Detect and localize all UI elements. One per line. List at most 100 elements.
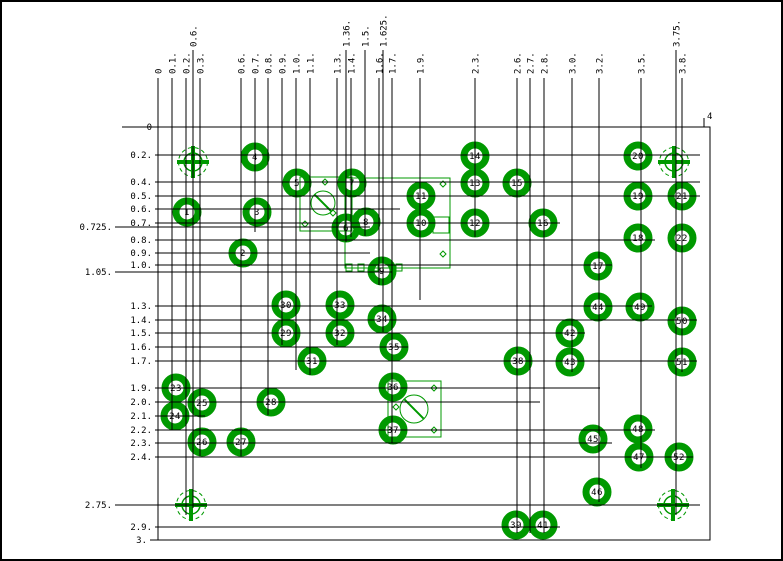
x-dim-label: 3.2.: [596, 52, 606, 74]
hole-number: 24: [169, 412, 181, 422]
hole-number: 50: [676, 317, 688, 327]
y-dim-label: 1.6.: [130, 343, 152, 353]
drill-hole: [623, 223, 653, 253]
hole-number: 31: [306, 357, 318, 367]
y-dim-label: 2.0.: [130, 398, 152, 408]
hole-number: 49: [634, 303, 646, 313]
x-dim-label: 0.1.: [169, 52, 179, 74]
hole-number: 46: [591, 488, 603, 498]
drill-hole: [282, 168, 312, 198]
y-dim-label: 1.9.: [130, 384, 152, 394]
hole-number: 22: [676, 234, 688, 244]
hole-number: 28: [265, 398, 277, 408]
x-dim-label: 1.6.: [376, 52, 386, 74]
hole-number: 27: [235, 438, 247, 448]
hole-number: 30: [280, 301, 292, 311]
y-dim-label: 0: [147, 123, 152, 133]
y-dim-label: 0.5.: [130, 192, 152, 202]
hole-number: 18: [632, 234, 644, 244]
hole-number: 32: [334, 329, 346, 339]
y-dim-label: 0.9.: [130, 249, 152, 259]
x-dim-label: 2.8.: [541, 52, 551, 74]
x-dim-label: 0.9.: [279, 52, 289, 74]
diamond-mark-icon: [329, 209, 337, 217]
hole-number: 48: [632, 425, 644, 435]
hole-number: 9: [379, 267, 385, 277]
x-dim-label: 1.7.: [389, 52, 399, 74]
hole-number: 43: [564, 358, 576, 368]
diamond-mark-icon: [430, 384, 438, 392]
x-dim-label: 0.3.: [197, 52, 207, 74]
hole-number: 44: [592, 303, 604, 313]
y-dim-label: 0.6.: [130, 205, 152, 215]
x-dim-label: 3.8.: [679, 52, 689, 74]
x-dim-label: 3.5.: [638, 52, 648, 74]
drill-hole: [187, 388, 217, 418]
hole-number: 20: [632, 152, 644, 162]
x-dim-label: 1.3.: [334, 52, 344, 74]
drill-hole: [367, 304, 397, 334]
diamond-mark-icon: [321, 178, 329, 186]
drill-hole: [582, 477, 612, 507]
hole-number: 17: [592, 262, 604, 272]
y-dim-label: 3.: [136, 536, 147, 546]
hole-number: 1: [184, 208, 190, 218]
y-dim-label: 1.05.: [85, 268, 112, 278]
drill-hole: [578, 424, 608, 454]
x-dim-label: 3.75.: [673, 20, 683, 47]
hole-number: 39: [510, 521, 522, 531]
hole-number: 11: [415, 192, 427, 202]
y-dim-label: 2.1.: [130, 412, 152, 422]
y-dim-label: 0.725.: [79, 223, 112, 233]
drill-hole: [623, 141, 653, 171]
hole-number: 45: [587, 435, 599, 445]
hole-number: 34: [376, 315, 388, 325]
drill-hole: [583, 292, 613, 322]
drill-hole: [351, 207, 381, 237]
hole-number: 15: [511, 179, 523, 189]
diamond-mark-icon: [439, 250, 447, 258]
x-dim-label: 0.2.: [183, 52, 193, 74]
drill-hole: [528, 510, 558, 540]
x-dim-label: 0.6.: [190, 25, 200, 47]
hole-number: 37: [387, 426, 399, 436]
x-dim-label: 0: [155, 69, 165, 74]
hole-number: 12: [469, 219, 481, 229]
hole-number: 3: [254, 208, 260, 218]
hole-number: 29: [280, 329, 292, 339]
hole-number: 5: [294, 179, 300, 189]
trimmer-screw-icon: [310, 190, 336, 216]
y-dim-label: 2.9.: [130, 523, 152, 533]
hole-number: 38: [512, 357, 524, 367]
y-dim-label: 1.0.: [130, 261, 152, 271]
hole-number: 36: [387, 383, 399, 393]
connector-pad: [357, 263, 365, 272]
y-dim-label: 2.75.: [85, 501, 112, 511]
hole-number: 33: [334, 301, 346, 311]
diamond-mark-icon: [392, 403, 400, 411]
hole-number: 6: [343, 224, 349, 234]
hole-number: 14: [469, 152, 481, 162]
x-dim-label: 2.7.: [527, 52, 537, 74]
hole-number: 8: [363, 218, 369, 228]
drill-hole: [271, 290, 301, 320]
y-dim-label: 0.8.: [130, 236, 152, 246]
drill-hole: [501, 510, 531, 540]
x-dim-label: 0.6.: [238, 52, 248, 74]
y-dim-label: 2.4.: [130, 453, 152, 463]
y-dim-label: 2.2.: [130, 426, 152, 436]
drill-hole: [187, 427, 217, 457]
trimmer-screw-icon: [399, 394, 429, 424]
hole-number: 13: [469, 179, 481, 189]
hole-number: 52: [673, 453, 685, 463]
diamond-mark-icon: [439, 180, 447, 188]
hole-number: 2: [240, 249, 246, 259]
x-dim-label: 2.3.: [472, 52, 482, 74]
hole-number: 47: [633, 453, 645, 463]
y-dim-label: 0.7.: [130, 219, 152, 229]
drill-hole: [325, 290, 355, 320]
hole-number: 41: [537, 521, 549, 531]
drill-hole: [555, 347, 585, 377]
drill-hole: [623, 414, 653, 444]
